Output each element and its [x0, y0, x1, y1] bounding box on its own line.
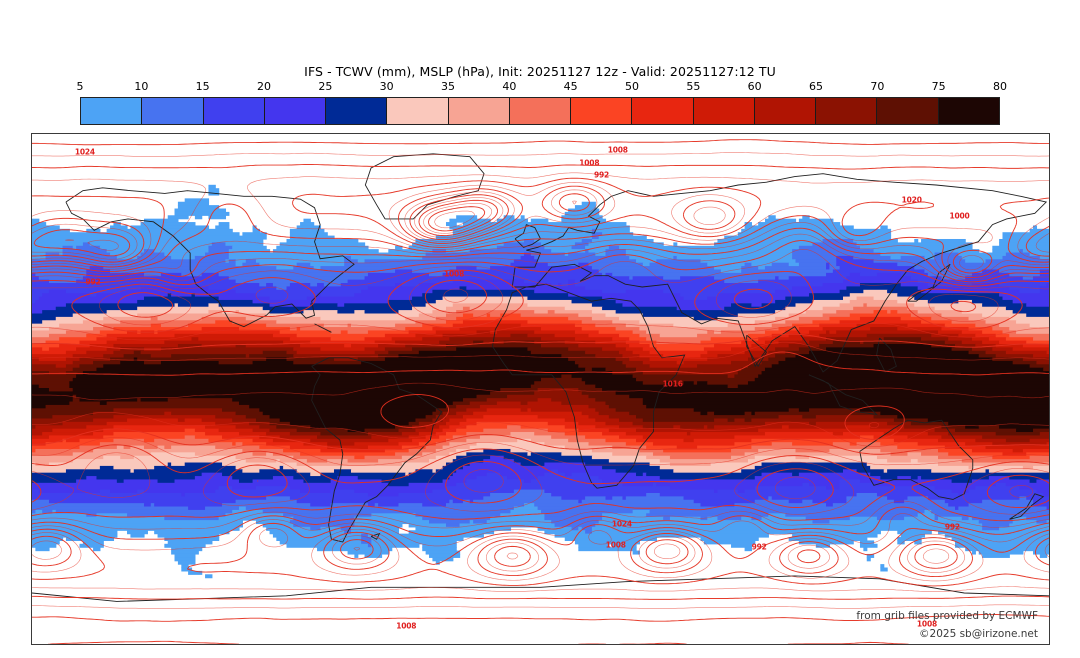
colorbar-tick-25: 25: [318, 80, 333, 93]
colorbar-tick-80: 80: [993, 80, 1007, 93]
colorbar-tick-5: 5: [76, 80, 84, 93]
colorbar-tick-65: 65: [809, 80, 823, 93]
colorbar-tick-15: 15: [195, 80, 210, 93]
colorbar-tick-55: 55: [686, 80, 701, 93]
colorbar-swatch-60: [754, 98, 817, 124]
colorbar-swatch-55: [693, 98, 755, 124]
colorbar-swatch-35: [448, 98, 510, 124]
colorbar-tick-30: 30: [379, 80, 394, 93]
colorbar-swatch-40: [509, 98, 572, 124]
colorbar-swatch-5: [81, 98, 143, 124]
page-title: IFS - TCWV (mm), MSLP (hPa), Init: 20251…: [304, 64, 776, 79]
colorbar-tick-45: 45: [563, 80, 578, 93]
map-frame[interactable]: 1024 1008 1008 992 1020 1000 992 1008 1016 1024 10…: [31, 133, 1050, 645]
colorbar-swatch-25: [326, 98, 388, 124]
colorbar-tick-20: 20: [257, 80, 271, 93]
colorbar-tick-60: 60: [747, 80, 762, 93]
colorbar-swatch-30: [387, 98, 449, 124]
colorbar-swatch-15: [203, 98, 265, 124]
colorbar-tick-50: 50: [625, 80, 639, 93]
colorbar-swatch-20: [264, 98, 327, 124]
colorbar-swatch-50: [632, 98, 694, 124]
colorbar-tick-10: 10: [134, 80, 149, 93]
data-source-credit: from grib files provided by ECMWF: [856, 610, 1038, 622]
colorbar-swatch-75: [938, 98, 999, 124]
map-canvas: [32, 134, 1049, 644]
colorbar-ticks: 5 10 15 20 25 30 35 40 45 50 55 60 65 70 75 80: [76, 80, 1008, 96]
colorbar-tick-70: 70: [870, 80, 885, 93]
mslp-contours: [32, 139, 1049, 644]
colorbar-swatch-10: [142, 98, 204, 124]
tcwv-filled-contours: [32, 184, 1049, 579]
colorbar-tick-40: 40: [502, 80, 517, 93]
colorbar-tick-75: 75: [931, 80, 946, 93]
colorbar-swatches: [80, 97, 1000, 125]
colorbar-swatch-70: [877, 98, 939, 124]
colorbar: 5 10 15 20 25 30 35 40 45 50 55 60 65 70 75 80: [77, 80, 1007, 125]
colorbar-swatch-45: [571, 98, 633, 124]
copyright-credit: ©2025 sb@irizone.net: [919, 628, 1038, 640]
colorbar-swatch-65: [816, 98, 878, 124]
colorbar-tick-35: 35: [441, 80, 455, 93]
